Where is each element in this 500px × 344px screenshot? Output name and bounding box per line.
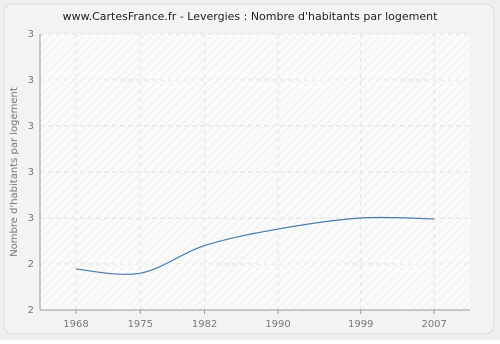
x-tick-label: 1999 (348, 319, 373, 330)
y-tick-label: 2 (28, 259, 34, 270)
y-tick-label: 3 (28, 213, 34, 224)
line (75, 216, 435, 275)
x-tick-label: 1975 (128, 319, 153, 330)
chart-title: www.CartesFrance.fr - Levergies : Nombre… (63, 10, 438, 23)
y-tick-label: 2 (28, 305, 34, 316)
y-tick-label: 3 (28, 121, 34, 132)
y-tick-label: 3 (28, 29, 34, 40)
y-tick-label: 3 (28, 167, 34, 178)
x-tick-label: 2007 (421, 319, 446, 330)
plot-area (40, 34, 470, 310)
y-axis-title: Nombre d'habitants par logement (9, 87, 20, 257)
x-tick-label: 1990 (265, 319, 290, 330)
y-tick-label: 3 (28, 75, 34, 86)
x-tick-label: 1982 (192, 319, 217, 330)
x-tick-label: 1968 (63, 319, 88, 330)
